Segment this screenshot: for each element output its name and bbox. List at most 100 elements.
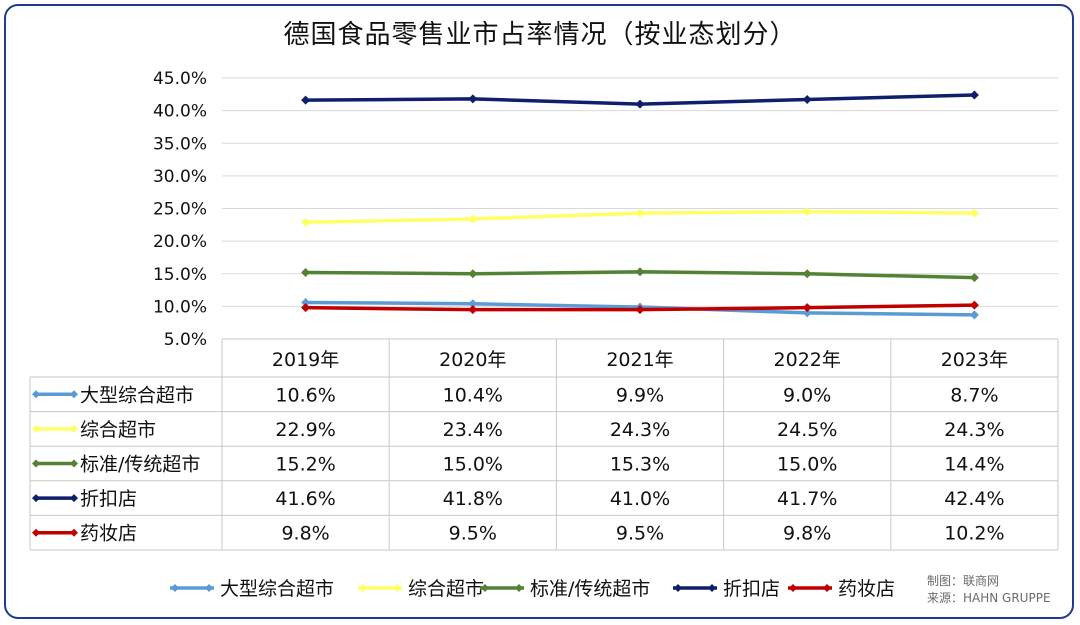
table-legend-key-marker [70, 494, 78, 503]
data-point [468, 299, 478, 309]
data-point [301, 267, 311, 277]
table-legend-key-marker [32, 424, 40, 433]
table-value-cell: 24.5% [777, 419, 837, 441]
data-point [802, 303, 812, 313]
y-tick-label: 10.0% [153, 297, 207, 317]
y-tick-label: 15.0% [153, 265, 207, 285]
table-value-cell: 23.4% [443, 419, 503, 441]
legend-key-marker [393, 584, 401, 592]
table-value-cell: 24.3% [610, 419, 670, 441]
table-legend-key-marker [32, 494, 40, 503]
legend-label: 折扣店 [723, 578, 780, 600]
table-value-cell: 41.0% [610, 488, 670, 510]
data-point [468, 305, 478, 315]
table-series-name: 标准/传统超市 [80, 454, 200, 476]
table-series-name: 综合超市 [80, 419, 156, 441]
legend: 大型综合超市 综合超市 标准/传统超市 折扣店 药妆店 [170, 578, 895, 600]
series-lines [301, 90, 979, 320]
table-value-cell: 9.8% [783, 523, 831, 545]
x-category-label: 2023年 [941, 349, 1008, 371]
table-value-cell: 42.4% [944, 488, 1004, 510]
legend-key-marker [205, 584, 213, 592]
data-point [301, 217, 311, 227]
legend-label: 药妆店 [838, 578, 895, 600]
table-value-cell: 9.0% [783, 384, 831, 406]
x-category-label: 2020年 [439, 349, 506, 371]
legend-key-marker [481, 584, 489, 592]
data-point [802, 207, 812, 217]
table-legend-key-marker [70, 390, 78, 399]
table-value-cell: 24.3% [944, 419, 1004, 441]
table-value-cell: 9.5% [616, 523, 664, 545]
y-tick-label: 45.0% [153, 69, 207, 89]
data-point [635, 208, 645, 218]
x-category-label: 2021年 [606, 349, 673, 371]
table-value-cell: 15.2% [275, 454, 335, 476]
data-point [468, 269, 478, 279]
table-value-cell: 15.0% [443, 454, 503, 476]
table-legend-key-marker [70, 528, 78, 537]
data-point [301, 297, 311, 307]
legend-key-marker [708, 584, 716, 592]
y-tick-label: 20.0% [153, 232, 207, 252]
table-value-cell: 15.3% [610, 454, 670, 476]
data-point [802, 269, 812, 279]
legend-key-marker [171, 584, 179, 592]
table-value-cell: 15.0% [777, 454, 837, 476]
table-legend-key-marker [32, 390, 40, 399]
y-axis-tick-labels: 5.0% 10.0% 15.0% 20.0% 25.0% 30.0% 35.0% 40.0% 4… [153, 69, 207, 350]
legend-key-marker [789, 584, 797, 592]
data-point [301, 95, 311, 105]
table-value-cell: 9.8% [281, 523, 329, 545]
data-point [802, 95, 812, 105]
data-point [468, 94, 478, 104]
legend-key-marker [823, 584, 831, 592]
table-value-cell: 10.2% [944, 523, 1004, 545]
data-point [635, 99, 645, 109]
legend-key-marker [515, 584, 523, 592]
legend-label: 标准/传统超市 [530, 578, 650, 600]
table-value-cell: 9.5% [449, 523, 497, 545]
legend-key-marker [359, 584, 367, 592]
data-point [969, 273, 979, 283]
table-series-name: 药妆店 [80, 523, 137, 545]
x-category-label: 2019年 [272, 349, 339, 371]
table-legend-key-marker [32, 459, 40, 468]
data-point [635, 267, 645, 277]
data-point [468, 214, 478, 224]
data-point [301, 303, 311, 313]
table-value-cell: 14.4% [944, 454, 1004, 476]
table-value-cell: 41.7% [777, 488, 837, 510]
table-value-cell: 8.7% [950, 384, 998, 406]
table-legend-key-marker [70, 424, 78, 433]
table-legend-key-marker [70, 459, 78, 468]
y-tick-label: 30.0% [153, 167, 207, 187]
data-point [635, 305, 645, 315]
data-point [969, 208, 979, 218]
table-value-cell: 22.9% [275, 419, 335, 441]
table-legend-key-marker [32, 528, 40, 537]
y-tick-label: 25.0% [153, 200, 207, 220]
data-point [969, 90, 979, 100]
table-value-cell: 10.4% [443, 384, 503, 406]
chart-frame [4, 4, 1074, 619]
y-tick-label: 40.0% [153, 102, 207, 122]
legend-label: 综合超市 [408, 578, 484, 600]
table-value-cell: 9.9% [616, 384, 664, 406]
y-tick-label: 35.0% [153, 134, 207, 154]
y-tick-label: 5.0% [164, 330, 207, 350]
table-value-cell: 41.6% [275, 488, 335, 510]
credit-source: 来源：HAHN GRUPPE [927, 591, 1051, 605]
table-value-cell: 10.6% [275, 384, 335, 406]
credit-made-by: 制图：联商网 [927, 574, 1000, 588]
x-category-label: 2022年 [774, 349, 841, 371]
legend-label: 大型综合超市 [220, 578, 334, 600]
table-series-name: 大型综合超市 [80, 384, 194, 406]
table-series-name: 折扣店 [80, 488, 137, 510]
legend-key-marker [674, 584, 682, 592]
data-point [969, 300, 979, 310]
table-value-cell: 41.8% [443, 488, 503, 510]
chart-title: 德国食品零售业市占率情况（按业态划分） [283, 20, 797, 50]
